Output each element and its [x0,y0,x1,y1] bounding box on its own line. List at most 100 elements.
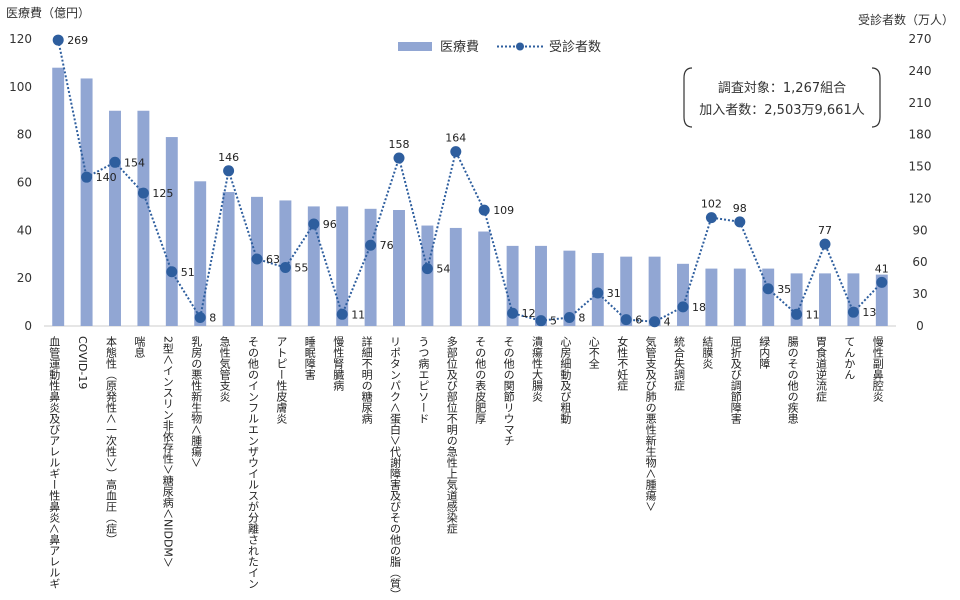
data-label: 146 [218,151,239,164]
line-point [847,306,859,318]
category-label: アトピー性皮膚炎 [275,336,288,424]
category-label: うつ病エピソード [417,336,430,424]
data-label: 96 [323,218,337,231]
category-label: てんかん [843,336,856,380]
data-label: 4 [664,316,671,329]
right-axis-tick-label: 240 [909,64,932,78]
right-axis-tick-label: 90 [912,223,927,237]
data-label: 5 [550,315,557,328]
line-point [791,308,803,320]
left-axis-ticks: 0 20 40 60 80 100 120 [9,32,32,333]
data-label: 125 [152,187,173,200]
bar [677,263,689,326]
bar [449,227,462,326]
annotation-line-2: 加入者数：2,503万9,661人 [699,103,864,118]
category-label: 詳細不明の糖尿病 [360,335,373,425]
bar [421,225,434,326]
line-point [223,165,235,177]
line-point [109,156,121,168]
right-axis-ticks: 0 30 60 90 120 150 180 210 240 270 [909,32,932,333]
bar [393,210,405,326]
line-point [166,266,178,278]
category-label: 結膜炎 [701,335,714,369]
line-point [365,239,377,251]
line-point [421,263,433,275]
annotation-line-1: 調査対象：1,267組合 [718,81,846,96]
bar [705,268,718,326]
line-point [819,238,831,250]
category-label: その他のインフルエンザウイルスが分離されたイン [247,336,260,589]
line-point [762,283,774,295]
line-point [649,316,661,328]
data-label: 18 [692,301,706,314]
data-label: 140 [96,171,117,184]
legend-bar-swatch [398,42,432,51]
data-labels: 2691401541255181466355961176158541641091… [67,34,889,329]
line-point [478,204,490,216]
left-axis-tick-label: 20 [17,271,32,285]
right-axis-tick-label: 150 [909,160,932,174]
data-label: 76 [380,239,394,252]
category-label: 心不全 [587,336,600,369]
data-label: 8 [209,311,216,324]
left-axis-tick-label: 0 [24,319,32,333]
bar [80,78,93,327]
bar [336,206,349,326]
right-axis-title: 受診者数（万人） [858,12,954,27]
data-label: 12 [522,307,536,320]
right-axis-tick-label: 0 [916,319,924,333]
line-point [393,152,405,164]
category-label: リポタンパク＜蛋白＞代謝障害及びその他の脂（質） [389,336,402,600]
bar [733,268,746,326]
data-label: 98 [733,202,747,215]
bar [535,245,547,326]
line-point [705,212,717,224]
category-label: 多部位及び部位不明の急性上気道感染症 [445,335,458,535]
right-axis-tick-label: 210 [909,96,932,110]
right-axis-tick-label: 270 [909,32,932,46]
category-label: COVID-19 [76,336,89,389]
category-label: 統合失調症 [673,335,686,392]
category-label: 血管運動性鼻炎及びアレルギー性鼻炎＜鼻アレルギ [48,335,61,589]
bar [847,273,860,326]
category-label: 腸のその他の疾患 [786,336,799,424]
line-point [677,301,689,313]
category-label: 気管支及び肺の悪性新生物＜腫瘍＞ [644,335,657,512]
bar [478,231,491,326]
left-axis-tick-label: 40 [17,223,32,237]
data-label: 102 [701,198,722,211]
category-label: 急性気管支炎 [218,335,231,402]
line-point [279,262,291,274]
line-point [620,314,632,326]
line-point [563,311,575,323]
bar [620,256,633,326]
category-label: 女性不妊症 [616,335,629,392]
data-label: 154 [124,156,145,169]
category-label: 睡眠障害 [303,336,316,381]
line-point [734,216,746,228]
data-label: 6 [635,314,642,327]
bar [563,250,576,326]
category-label: 慢性副鼻腔炎 [871,336,884,402]
category-labels: 血管運動性鼻炎及びアレルギー性鼻炎＜鼻アレルギ COVID-19 本態性（原発性＜一… [48,335,885,600]
category-label: 心房細動及び粗動 [559,336,572,425]
data-label: 13 [862,306,876,319]
bar [648,256,661,326]
bar [875,274,888,326]
right-axis-tick-label: 120 [909,191,932,205]
right-axis-tick-label: 60 [912,255,927,269]
left-axis-title: 医療費（億円） [6,5,90,20]
legend-line-label: 受診者数 [549,39,601,55]
legend-bar-label: 医療費 [440,40,479,55]
line-point [194,311,206,323]
bar [194,181,207,326]
line-point [507,307,519,319]
bar [52,67,65,326]
category-label: 緑内障 [758,335,771,369]
bar [762,268,775,326]
data-label: 164 [445,132,466,145]
left-axis-tick-label: 120 [9,32,32,46]
data-label: 31 [607,287,621,300]
bar [165,137,178,326]
bar-series [52,67,888,327]
